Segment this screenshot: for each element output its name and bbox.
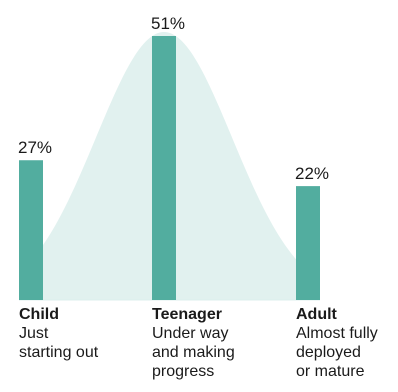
bar-adult xyxy=(296,186,320,300)
category-label-adult: Adult Almost fully deployed or mature xyxy=(296,305,378,381)
value-label-child: 27% xyxy=(18,138,52,157)
category-description: Almost fully deployed or mature xyxy=(296,325,378,380)
category-label-teenager: Teenager Under way and making progress xyxy=(152,305,235,381)
category-title: Teenager xyxy=(152,306,222,323)
bar-teenager xyxy=(152,36,176,300)
value-label-teenager: 51% xyxy=(151,14,185,33)
category-label-child: Child Just starting out xyxy=(19,305,98,362)
category-title: Adult xyxy=(296,306,337,323)
value-label-adult: 22% xyxy=(295,164,329,183)
category-description: Under way and making progress xyxy=(152,325,235,380)
bar-child xyxy=(19,160,43,300)
category-description: Just starting out xyxy=(19,325,99,361)
category-title: Child xyxy=(19,306,59,323)
